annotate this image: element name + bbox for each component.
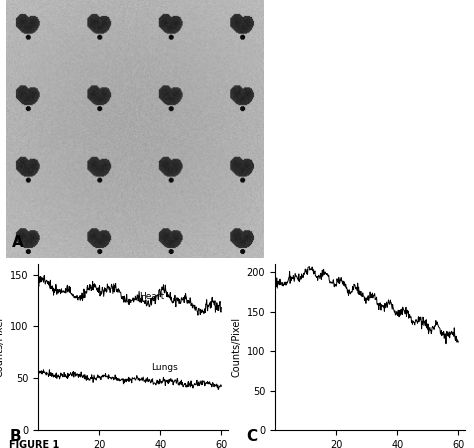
Text: B: B	[9, 429, 21, 444]
Y-axis label: Counts/Pixel: Counts/Pixel	[231, 317, 241, 377]
Text: C: C	[246, 429, 257, 444]
Text: A: A	[11, 235, 23, 250]
Text: Lungs: Lungs	[151, 363, 178, 372]
Text: FIGURE 1: FIGURE 1	[9, 439, 60, 448]
Y-axis label: Counts/Pixel: Counts/Pixel	[0, 317, 4, 377]
Text: Heart: Heart	[139, 292, 164, 301]
